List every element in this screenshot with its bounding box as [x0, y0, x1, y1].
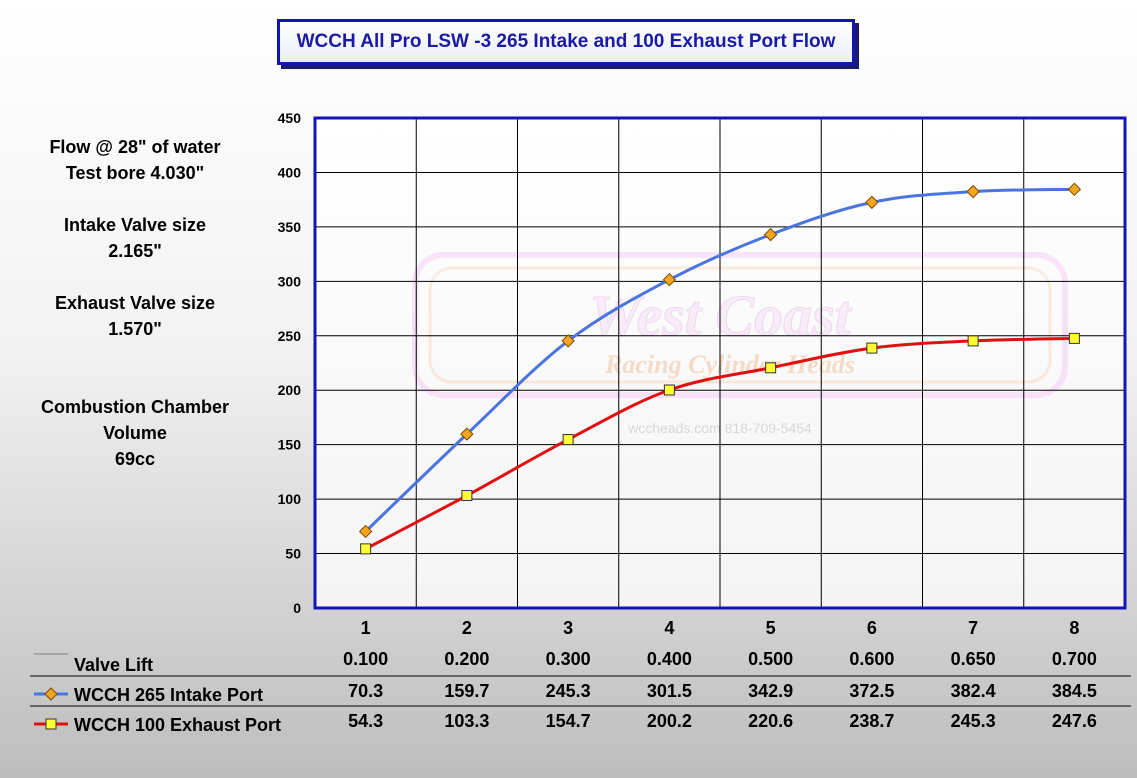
legend-label-series-1: WCCH 265 Intake Port — [74, 685, 263, 705]
table-cell-series-1: 70.3 — [348, 681, 383, 701]
legend-label-valve-lift: Valve Lift — [74, 655, 153, 675]
y-tick-label: 350 — [278, 219, 302, 235]
y-tick-label: 400 — [278, 164, 302, 180]
chamber-line-2: Volume — [103, 423, 167, 443]
chamber-info: Combustion Chamber Volume 69cc — [0, 394, 270, 472]
table-cell-valve-lift: 0.200 — [444, 649, 489, 669]
y-axis: 0 50 100 150 200 250 300 350 400 450 — [278, 110, 302, 616]
exhaust-valve-value: 1.570" — [108, 319, 162, 339]
exhaust-valve-info: Exhaust Valve size 1.570" — [0, 290, 270, 342]
flow-line-1: Flow @ 28" of water — [49, 137, 221, 157]
data-point-square — [562, 434, 574, 446]
table-cell-valve-lift: 0.650 — [951, 649, 996, 669]
data-point-square — [360, 543, 372, 555]
x-category-label: 2 — [462, 618, 472, 638]
x-category-label: 8 — [1069, 618, 1079, 638]
table-cell-series-2: 54.3 — [348, 711, 383, 731]
table-cell-series-1: 245.3 — [546, 681, 591, 701]
data-table: Valve Lift 0.100 0.200 0.300 0.400 0.500 0.600… — [30, 649, 1131, 735]
data-point-square — [866, 342, 878, 354]
intake-valve-value: 2.165" — [108, 241, 162, 261]
table-cell-valve-lift: 0.600 — [849, 649, 894, 669]
chart-title-box: WCCH All Pro LSW -3 265 Intake and 100 E… — [277, 19, 855, 65]
data-point-diamond — [460, 427, 474, 441]
table-cell-series-2: 238.7 — [849, 711, 894, 731]
table-cell-valve-lift: 0.500 — [748, 649, 793, 669]
exhaust-valve-label: Exhaust Valve size — [54, 293, 216, 313]
table-cell-series-2: 245.3 — [951, 711, 996, 731]
data-point-diamond — [1067, 182, 1082, 197]
data-point-square — [461, 490, 473, 502]
intake-valve-label: Intake Valve size — [63, 215, 207, 235]
table-cell-series-2: 154.7 — [546, 711, 591, 731]
table-cell-series-2: 247.6 — [1052, 711, 1097, 731]
data-point-diamond — [966, 184, 980, 199]
table-cell-valve-lift: 0.400 — [647, 649, 692, 669]
x-axis: 1 2 3 4 5 6 7 8 — [361, 618, 1080, 638]
data-point-square — [663, 384, 675, 396]
x-category-label: 7 — [968, 618, 978, 638]
legend-marker-square — [45, 718, 57, 730]
flow-line-2: Test bore 4.030" — [65, 163, 205, 183]
table-cell-series-2: 103.3 — [444, 711, 489, 731]
y-tick-label: 200 — [278, 382, 302, 398]
y-tick-label: 50 — [285, 546, 301, 562]
data-point-diamond — [662, 272, 677, 287]
table-cell-valve-lift: 0.300 — [546, 649, 591, 669]
data-point-diamond — [763, 227, 778, 242]
table-cell-series-1: 159.7 — [444, 681, 489, 701]
flow-info: Flow @ 28" of water Test bore 4.030" — [0, 134, 270, 186]
data-point-diamond — [358, 524, 373, 539]
x-category-label: 4 — [664, 618, 674, 638]
y-tick-label: 450 — [278, 110, 302, 126]
data-point-square — [1068, 332, 1080, 344]
table-cell-series-1: 301.5 — [647, 681, 692, 701]
table-cell-series-1: 384.5 — [1052, 681, 1097, 701]
series-lines — [364, 187, 1075, 551]
table-cell-series-1: 382.4 — [951, 681, 996, 701]
x-category-label: 3 — [563, 618, 573, 638]
watermark-line1: West Coast — [589, 283, 852, 348]
x-category-label: 5 — [766, 618, 776, 638]
y-tick-label: 300 — [278, 273, 302, 289]
series-line-1 — [364, 187, 1075, 533]
data-point-diamond — [865, 195, 879, 210]
intake-valve-info: Intake Valve size 2.165" — [0, 212, 270, 264]
y-tick-label: 250 — [278, 328, 302, 344]
x-category-label: 1 — [361, 618, 371, 638]
legend-marker-diamond — [44, 687, 58, 701]
chamber-line-1: Combustion Chamber — [40, 397, 229, 417]
chart-title: WCCH All Pro LSW -3 265 Intake and 100 E… — [296, 31, 836, 52]
table-cell-series-1: 372.5 — [849, 681, 894, 701]
data-point-square — [765, 362, 777, 374]
table-cell-series-2: 220.6 — [748, 711, 793, 731]
table-cell-series-2: 200.2 — [647, 711, 692, 731]
table-cell-valve-lift: 0.100 — [343, 649, 388, 669]
y-tick-label: 150 — [278, 437, 302, 453]
legend-label-series-2: WCCH 100 Exhaust Port — [74, 715, 281, 735]
data-point-square — [967, 335, 979, 347]
series-markers — [358, 182, 1082, 555]
plot-border — [313, 116, 1127, 610]
chamber-volume-value: 69cc — [114, 449, 156, 469]
x-category-label: 6 — [867, 618, 877, 638]
table-cell-valve-lift: 0.700 — [1052, 649, 1097, 669]
y-tick-label: 0 — [293, 600, 301, 616]
table-cell-series-1: 342.9 — [748, 681, 793, 701]
series-line-2 — [364, 336, 1075, 551]
y-tick-label: 100 — [278, 491, 302, 507]
data-point-diamond — [561, 334, 575, 348]
